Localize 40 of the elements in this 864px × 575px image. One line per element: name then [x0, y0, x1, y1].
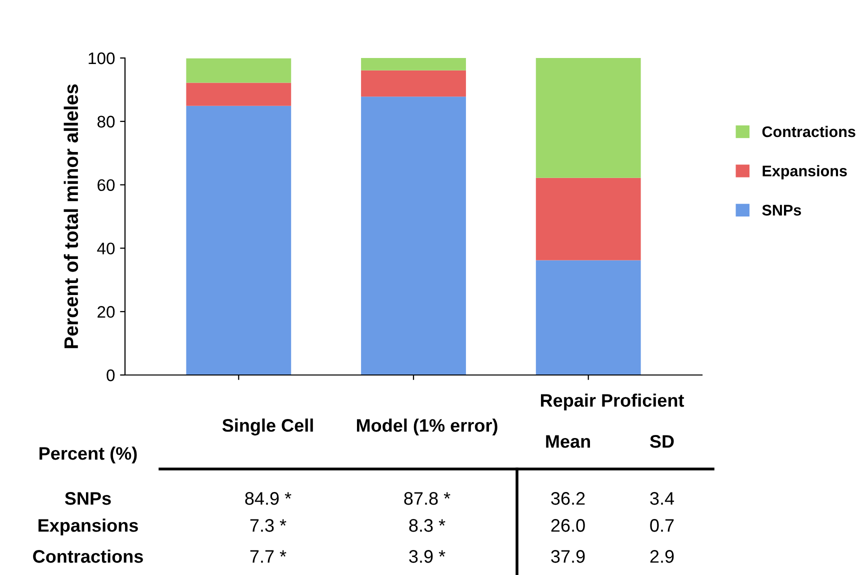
data-label: 7.7 *	[250, 550, 286, 563]
bar	[186, 106, 292, 375]
data-label: 3.9 *	[409, 550, 446, 563]
bar	[186, 58, 292, 83]
data-label: 26.0	[551, 519, 585, 532]
legend-label: Expansions	[762, 165, 847, 180]
data-label: 36.2	[551, 492, 585, 505]
data-label: 37.9	[551, 550, 585, 563]
data-label: 8.3 *	[409, 519, 446, 532]
text: SD	[650, 435, 674, 448]
data-label: 7.3 *	[250, 519, 286, 532]
data-label: 84.9 *	[245, 492, 292, 505]
y-tick-label: 80	[97, 116, 115, 128]
text: 2.9	[650, 550, 674, 563]
bar	[536, 58, 641, 178]
text: Expansions	[38, 518, 138, 536]
legend-label: Contractions	[762, 126, 856, 138]
text: Contractions	[33, 550, 143, 563]
text: SNPs	[64, 492, 111, 505]
bar	[361, 96, 466, 375]
bar	[361, 58, 466, 70]
y-axis-title: Percent of total minor alleles	[64, 84, 78, 348]
x-tick-label: Single Cell	[222, 418, 313, 436]
y-tick-label: 60	[98, 179, 115, 192]
text: Mean	[546, 435, 590, 448]
text: 0.7	[650, 519, 674, 532]
bar	[186, 82, 292, 106]
y-tick-label: 0	[106, 369, 115, 382]
bar	[536, 178, 641, 260]
x-tick-label: Model (1% error)	[356, 418, 498, 436]
bar	[361, 70, 466, 97]
x-tick-label: Repair Proficient	[540, 394, 684, 410]
text: 3.4	[650, 492, 674, 505]
y-tick-label: 100	[88, 52, 115, 64]
legend-label: SNPs	[762, 204, 802, 216]
text: Percent (%)	[40, 446, 137, 464]
y-tick-label: 40	[97, 242, 115, 254]
data-label: 87.8 *	[404, 492, 450, 505]
y-tick-label: 20	[98, 306, 115, 318]
bar	[536, 260, 641, 375]
